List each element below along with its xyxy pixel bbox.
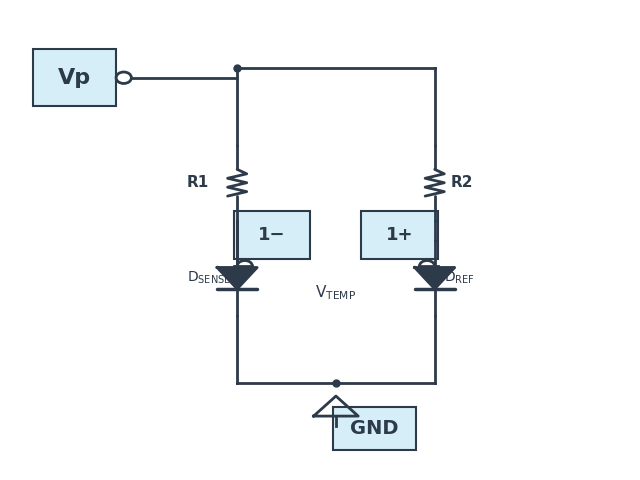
Text: Vp: Vp <box>58 68 92 88</box>
Text: R2: R2 <box>451 175 473 190</box>
Text: R1: R1 <box>186 175 209 190</box>
FancyBboxPatch shape <box>33 49 116 107</box>
FancyBboxPatch shape <box>362 211 438 259</box>
Text: $\mathregular{V_{TEMP}}$: $\mathregular{V_{TEMP}}$ <box>316 283 356 301</box>
Text: $\mathregular{D_{SENSE}}$: $\mathregular{D_{SENSE}}$ <box>187 270 231 287</box>
Text: 1+: 1+ <box>386 226 413 244</box>
Text: GND: GND <box>350 419 399 438</box>
Polygon shape <box>415 267 454 289</box>
FancyBboxPatch shape <box>234 211 310 259</box>
Text: 1−: 1− <box>259 226 286 244</box>
FancyBboxPatch shape <box>333 407 415 450</box>
Text: $\mathregular{D_{REF}}$: $\mathregular{D_{REF}}$ <box>444 270 475 287</box>
Polygon shape <box>217 267 257 289</box>
